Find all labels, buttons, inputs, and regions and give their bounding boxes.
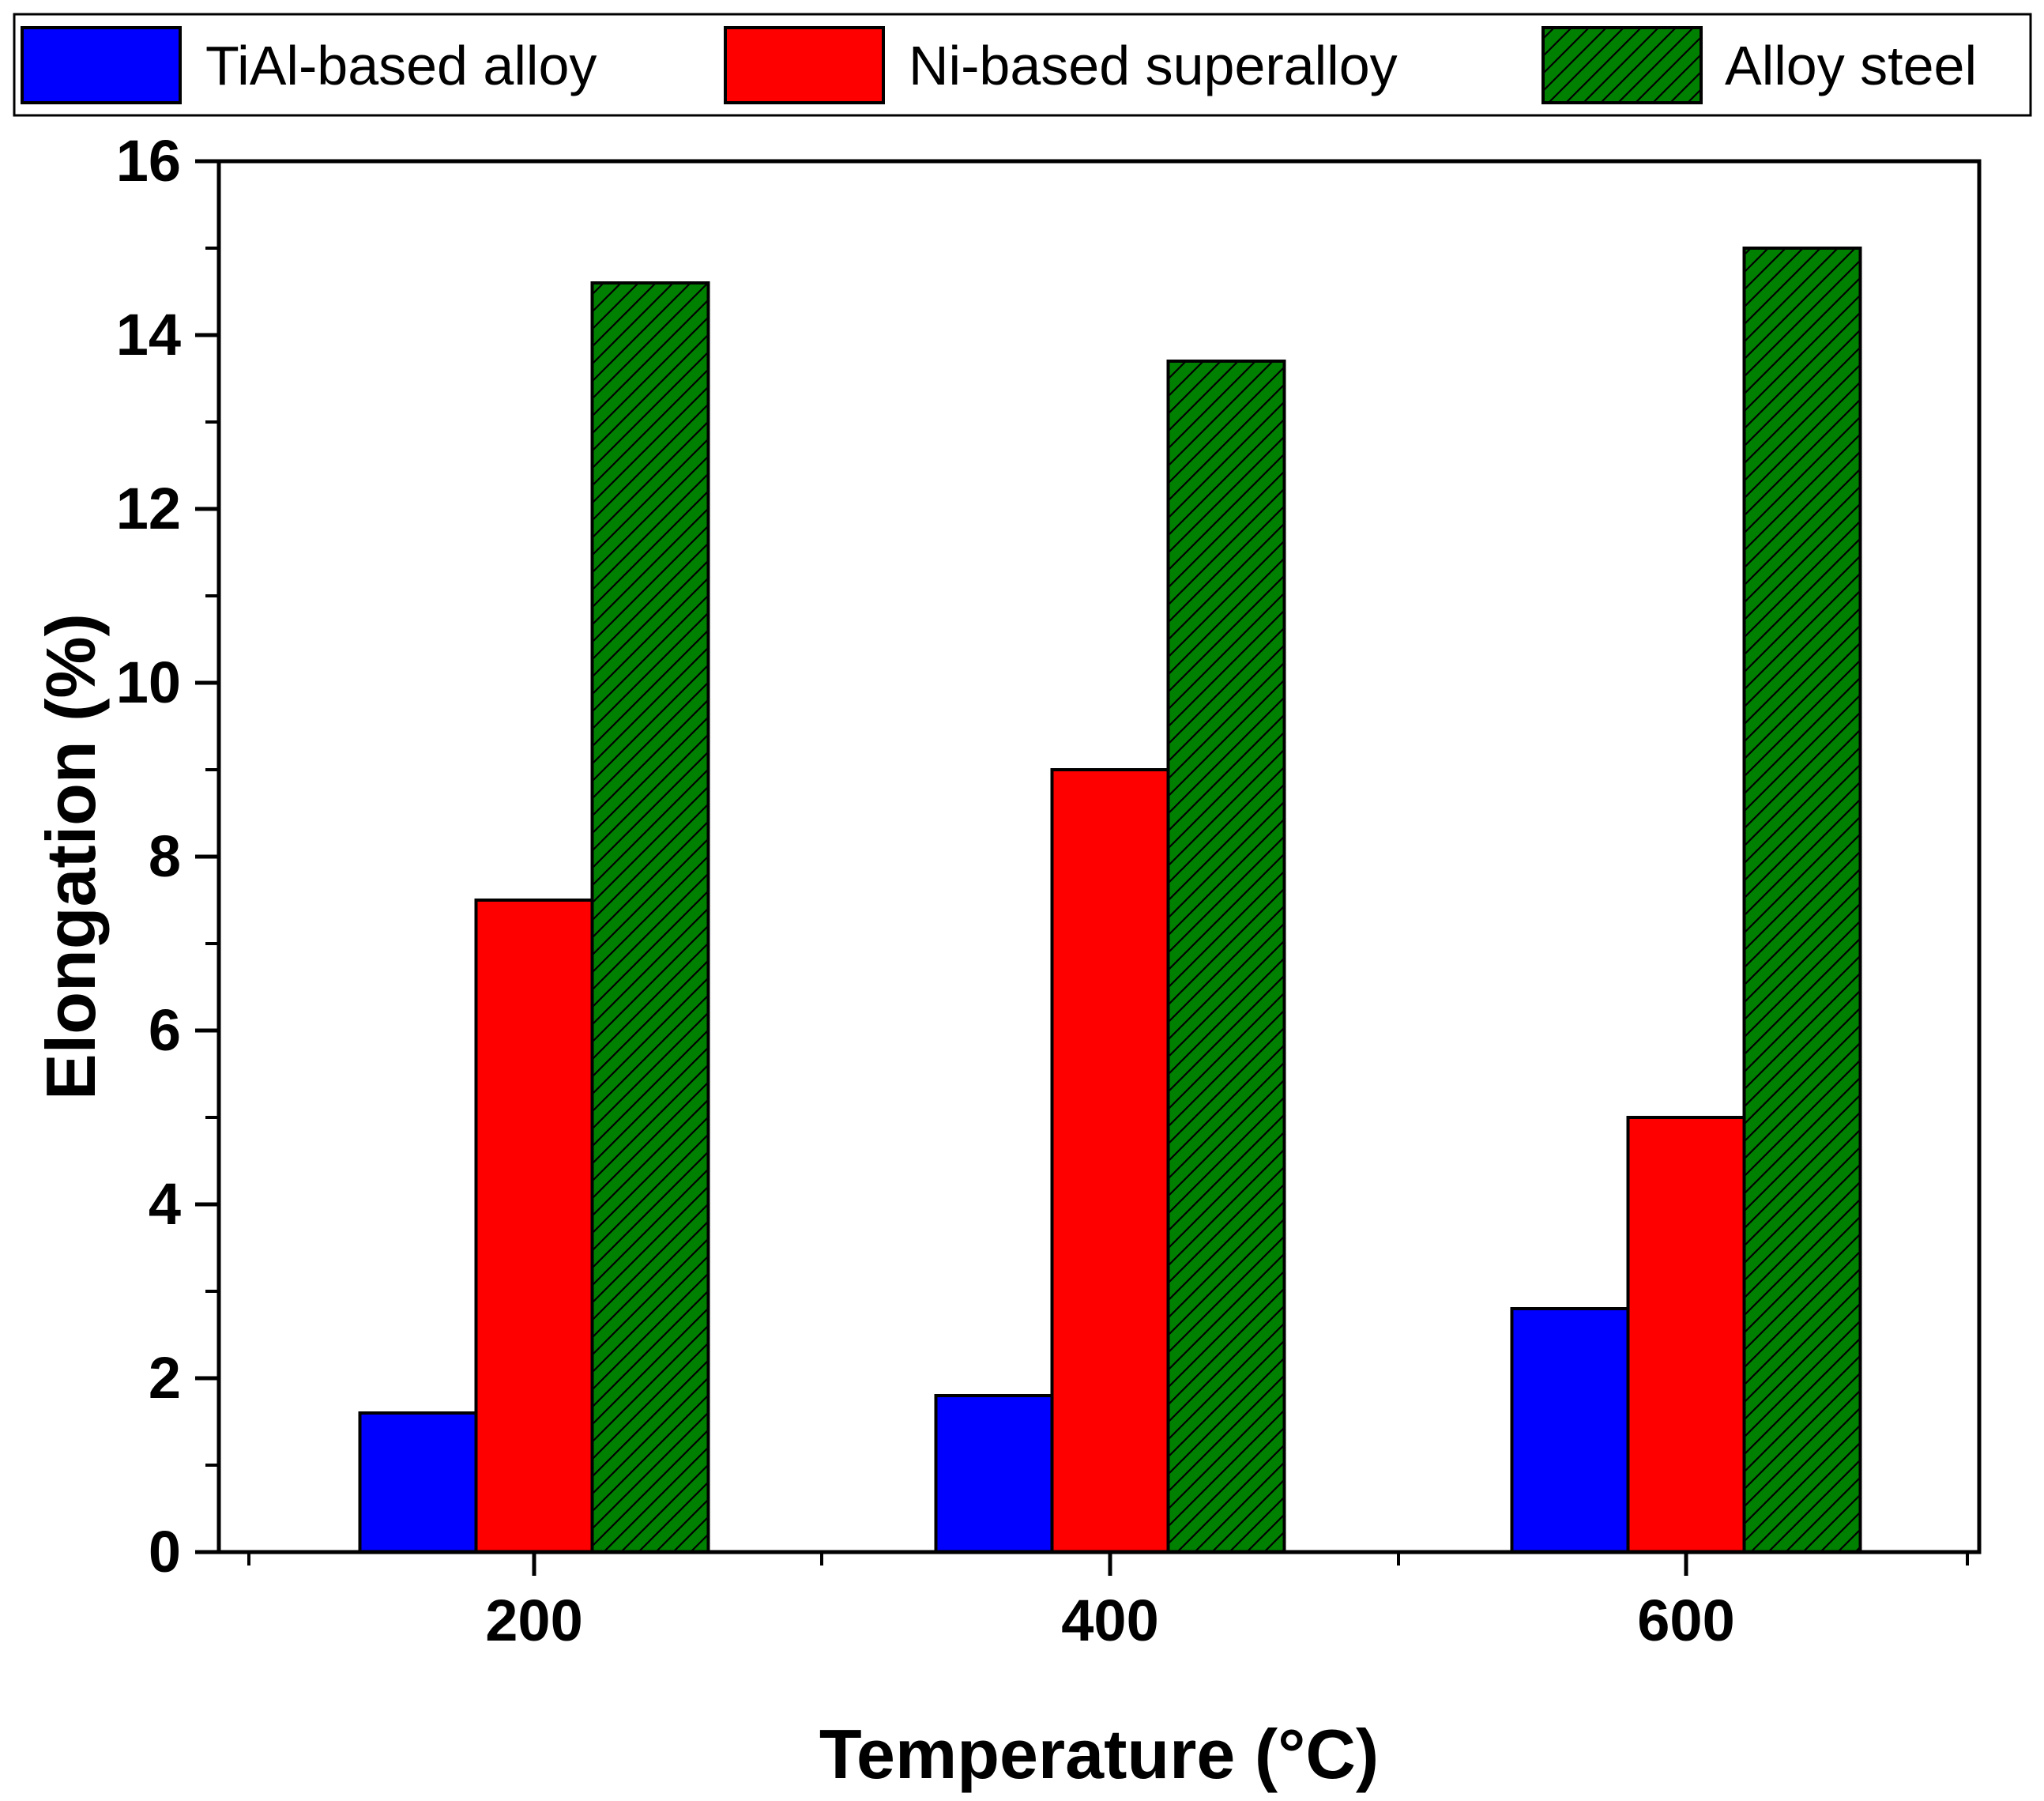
x-tick-label: 200 (485, 1588, 582, 1653)
y-axis-title: Elongation (%) (32, 613, 110, 1100)
y-tick-label: 6 (149, 997, 181, 1063)
bar-alloy-steel-400 (1166, 360, 1286, 1554)
y-tick-label: 10 (116, 650, 181, 715)
bar-tial-based-alloy-200 (358, 1411, 478, 1554)
legend-swatch-tial (21, 26, 182, 104)
y-tick-label: 14 (116, 302, 181, 367)
x-tick-label: 400 (1061, 1588, 1158, 1653)
y-tick-label: 12 (116, 476, 181, 541)
y-tick-label: 8 (149, 823, 181, 889)
bar-alloy-steel-600 (1742, 247, 1862, 1554)
legend: TiAl-based alloy Ni-based superalloy All… (13, 13, 2032, 117)
y-tick-label: 4 (149, 1171, 181, 1237)
bar-tial-based-alloy-600 (1510, 1307, 1630, 1554)
bar-tial-based-alloy-400 (934, 1394, 1054, 1554)
x-axis-ticks: 200 400 600 (247, 1552, 1969, 1653)
legend-label-tial: TiAl-based alloy (205, 35, 597, 96)
x-axis-title: Temperature (°C) (819, 1715, 1379, 1793)
legend-label-ni: Ni-based superalloy (909, 35, 1398, 96)
legend-swatch-ni (724, 26, 885, 104)
bar-alloy-steel-200 (590, 281, 710, 1554)
bar-ni-based-superalloy-200 (474, 899, 594, 1554)
y-tick-label: 0 (149, 1519, 181, 1584)
plot-frame (216, 159, 1982, 1554)
y-tick-label: 2 (149, 1345, 181, 1411)
bar-ni-based-superalloy-600 (1626, 1116, 1746, 1554)
y-axis-ticks: 0 2 4 6 8 10 12 14 16 (116, 128, 219, 1584)
legend-label-steel: Alloy steel (1725, 35, 1977, 96)
bars (358, 247, 1862, 1554)
bar-ni-based-superalloy-400 (1050, 768, 1170, 1554)
legend-swatch-steel (1541, 26, 1703, 104)
x-tick-label: 600 (1637, 1588, 1734, 1653)
y-tick-label: 16 (116, 128, 181, 194)
